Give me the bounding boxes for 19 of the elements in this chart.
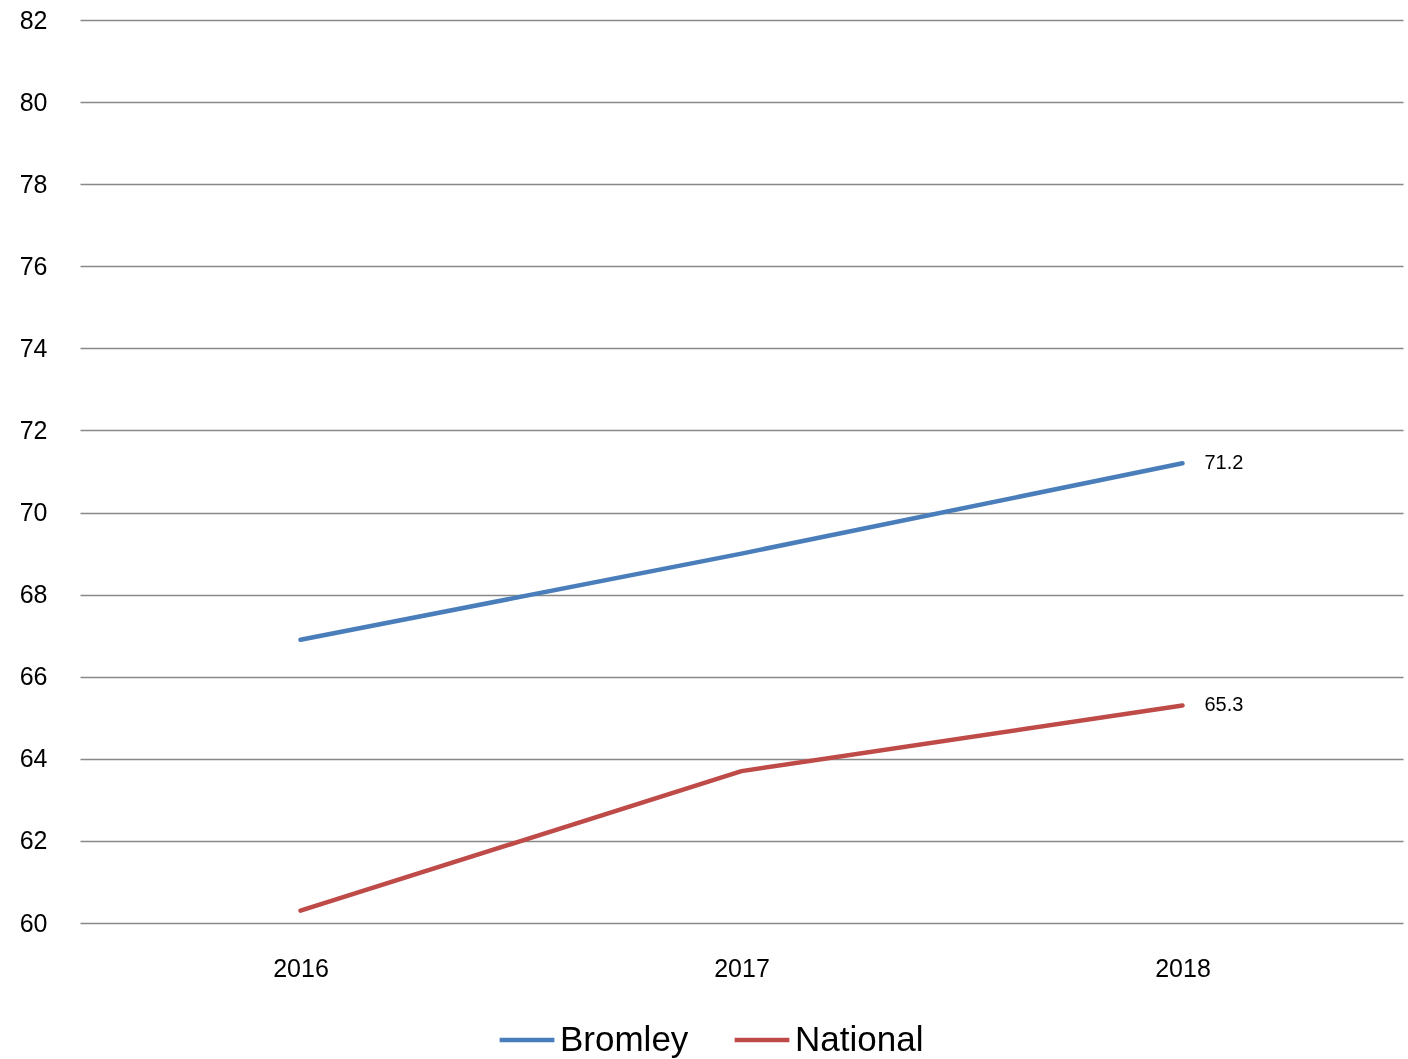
y-tick-label: 60 [19, 908, 48, 937]
data-label: 65.3 [1204, 693, 1244, 716]
legend-label: Bromley [560, 1019, 689, 1058]
y-tick-label: 64 [19, 744, 48, 773]
data-label: 71.2 [1204, 451, 1244, 474]
y-tick-label: 68 [19, 580, 48, 609]
y-tick-label: 80 [19, 87, 48, 116]
x-tick-label: 2017 [714, 953, 770, 982]
y-tick-label: 82 [19, 5, 48, 34]
y-tick-label: 74 [19, 333, 48, 362]
y-tick-label: 78 [19, 169, 48, 198]
legend-label: National [795, 1019, 924, 1058]
x-tick-label: 2018 [1155, 953, 1211, 982]
y-tick-label: 76 [19, 251, 48, 280]
y-tick-label: 66 [19, 662, 48, 691]
x-tick-label: 2016 [273, 953, 329, 982]
y-tick-label: 70 [19, 498, 48, 527]
y-tick-label: 72 [19, 415, 48, 444]
y-tick-label: 62 [19, 826, 48, 855]
